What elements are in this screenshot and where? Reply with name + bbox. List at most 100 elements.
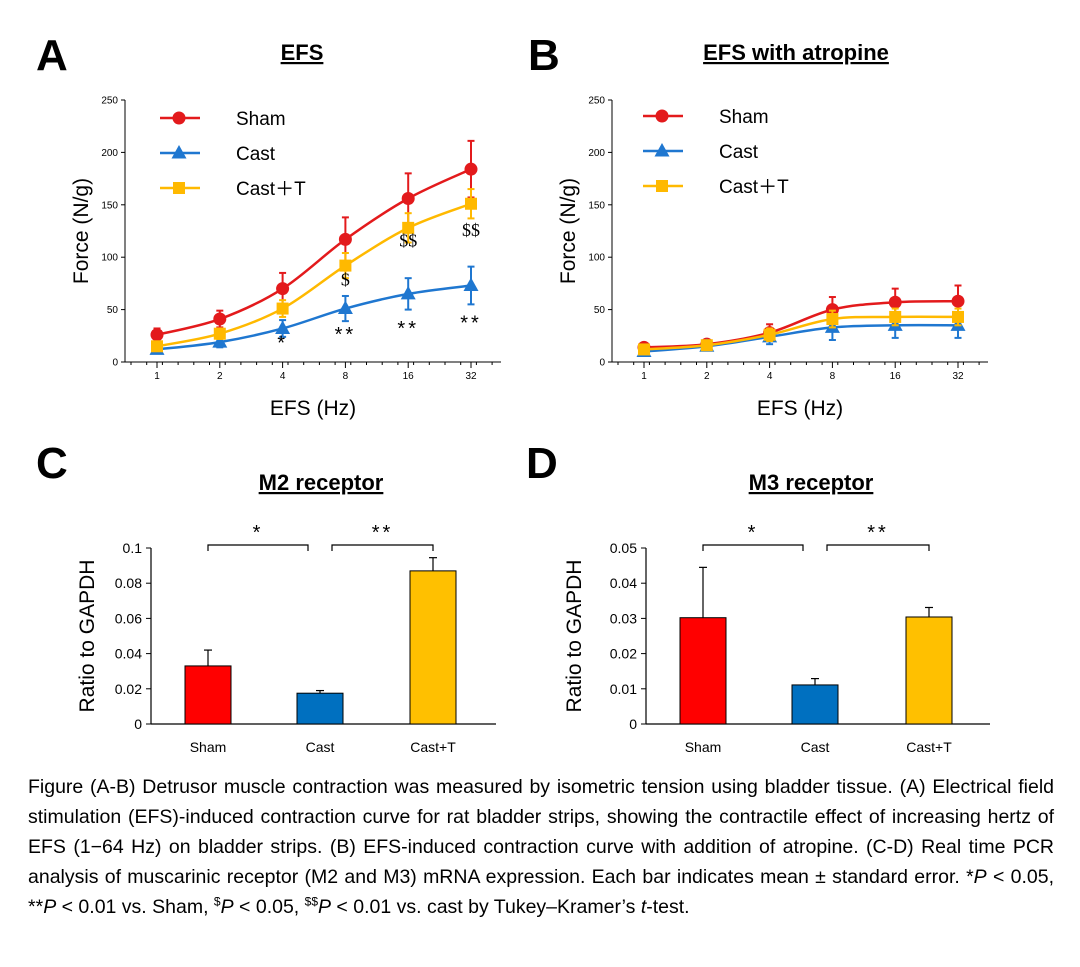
- data-point: [700, 339, 713, 352]
- y-tick-label: 100: [588, 253, 605, 264]
- data-point: [654, 143, 670, 157]
- data-point: [173, 182, 185, 194]
- caption-text: < 0.05,: [233, 896, 305, 918]
- y-tick-label: 50: [594, 305, 606, 316]
- y-tick-label: 0.03: [610, 610, 637, 626]
- caption-italic: P: [973, 866, 987, 888]
- data-point: [171, 145, 187, 159]
- significance-bracket: [826, 544, 930, 551]
- data-point: [213, 312, 227, 326]
- y-tick-label: 0.01: [610, 681, 637, 697]
- significance-label: *: [748, 522, 759, 544]
- data-point: [825, 303, 839, 317]
- significance-label: **: [397, 318, 419, 340]
- caption-superscript: $: [213, 894, 221, 909]
- figure-caption: Figure (A-B) Detrusor muscle contraction…: [28, 772, 1054, 922]
- series-circle: [637, 284, 965, 354]
- caption-italic: P: [43, 896, 57, 918]
- chart-title: M2 receptor: [259, 470, 384, 495]
- panel-letter: C: [36, 439, 68, 488]
- x-tick-label: 2: [217, 371, 223, 382]
- significance-label: **: [867, 522, 889, 544]
- series-triangle: [636, 311, 966, 358]
- data-point: [275, 320, 291, 334]
- data-point: [212, 334, 228, 348]
- significance-label: *: [277, 332, 288, 354]
- y-axis-label: Ratio to GAPDH: [76, 560, 99, 713]
- data-point: [888, 295, 902, 309]
- series-triangle: [149, 265, 479, 355]
- significance-label: *: [253, 522, 264, 544]
- series-square: [638, 307, 964, 356]
- chart-title: M3 receptor: [749, 470, 874, 495]
- legend-label: Cast: [236, 144, 276, 165]
- chart-title: EFS with atropine: [703, 40, 889, 65]
- chart-panel-d: D M3 receptor 0 0.01 0.02 0.03 0.04 0.05 Ratio t…: [526, 439, 990, 755]
- chart-panel-b: B EFS with atropine 0 50 100 150 200 250 1 2 4 8 16 3…: [528, 31, 988, 420]
- data-point: [151, 340, 163, 353]
- caption-text: Figure (A-B) Detrusor muscle contraction…: [28, 776, 1054, 888]
- series-line: [156, 168, 472, 336]
- bar: [791, 684, 839, 725]
- y-tick-label: 150: [101, 200, 118, 211]
- x-tick-label: 32: [952, 371, 964, 382]
- y-tick-label: 50: [107, 305, 119, 316]
- significance-label: **: [372, 522, 394, 544]
- data-point: [339, 259, 352, 272]
- x-tick-label: Cast+T: [410, 739, 456, 755]
- caption-italic: P: [220, 896, 234, 918]
- y-axis-label: Force (N/g): [70, 178, 93, 284]
- panel-letter: B: [528, 31, 560, 80]
- y-tick-label: 0: [112, 358, 118, 369]
- significance-bracket: [331, 544, 434, 551]
- y-tick-label: 150: [588, 200, 605, 211]
- y-tick-label: 250: [588, 96, 605, 107]
- data-point: [465, 197, 477, 210]
- x-tick-label: 32: [465, 371, 477, 382]
- data-point: [952, 310, 964, 323]
- x-axis-label: EFS (Hz): [757, 397, 843, 420]
- series-circle: [150, 139, 478, 343]
- x-tick-label: Cast+T: [906, 739, 952, 755]
- chart-panel-c: C M2 receptor 0 0.02 0.04 0.06 0.08 0.1 Ratio to…: [36, 439, 496, 755]
- y-tick-label: 0.05: [610, 540, 637, 556]
- y-tick-label: 200: [588, 148, 605, 159]
- legend-label: Sham: [236, 109, 286, 130]
- significance-label: $: [341, 269, 350, 289]
- x-tick-label: 16: [403, 371, 415, 382]
- legend-label: Cast: [719, 142, 759, 163]
- x-tick-label: 8: [830, 371, 836, 382]
- y-tick-label: 250: [101, 96, 118, 107]
- y-tick-label: 0: [629, 716, 637, 732]
- y-axis-label: Ratio to GAPDH: [563, 560, 586, 713]
- data-point: [655, 109, 669, 123]
- caption-text: < 0.05, **: [28, 866, 1054, 918]
- x-tick-label: 1: [641, 371, 647, 382]
- y-tick-label: 0.1: [123, 540, 143, 556]
- y-tick-label: 0.04: [115, 646, 142, 662]
- caption-text: < 0.01 vs. Sham,: [56, 896, 214, 918]
- caption-superscript: $$: [304, 894, 318, 909]
- series-line: [156, 284, 472, 351]
- x-axis-label: EFS (Hz): [270, 397, 356, 420]
- data-point: [276, 302, 289, 315]
- panel-letter: A: [36, 31, 68, 80]
- data-point: [150, 328, 164, 342]
- x-tick-label: 1: [154, 371, 160, 382]
- y-tick-label: 0.02: [610, 646, 637, 662]
- y-tick-label: 0: [599, 358, 605, 369]
- series-square: [151, 188, 477, 353]
- data-point: [951, 294, 965, 308]
- x-tick-label: 2: [704, 371, 710, 382]
- series-line: [156, 202, 472, 348]
- significance-label: **: [335, 324, 357, 346]
- bar: [184, 665, 232, 725]
- caption-text: -test.: [646, 896, 690, 918]
- y-tick-label: 0.08: [115, 575, 142, 591]
- significance-bracket: [702, 544, 804, 551]
- y-tick-label: 0: [134, 716, 142, 732]
- x-tick-label: 4: [280, 371, 286, 382]
- y-tick-label: 200: [101, 148, 118, 159]
- significance-label: **: [460, 313, 482, 335]
